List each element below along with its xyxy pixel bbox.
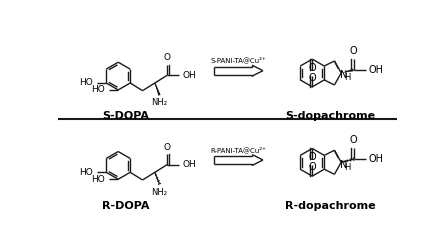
Text: OH: OH: [369, 65, 384, 75]
Text: O: O: [350, 135, 357, 145]
Text: H: H: [345, 163, 351, 172]
Text: O: O: [309, 73, 316, 83]
Text: S-PANI-TA@Cu²⁺: S-PANI-TA@Cu²⁺: [210, 57, 266, 64]
Text: H: H: [345, 73, 351, 82]
Polygon shape: [341, 69, 354, 73]
Text: HO: HO: [79, 79, 93, 88]
Text: OH: OH: [369, 154, 384, 164]
Text: O: O: [309, 63, 316, 73]
Text: O: O: [164, 53, 170, 62]
Text: O: O: [164, 143, 170, 152]
Text: HO: HO: [91, 175, 105, 184]
Text: OH: OH: [182, 71, 196, 80]
Text: N: N: [340, 70, 347, 80]
Text: S-DOPA: S-DOPA: [103, 111, 150, 122]
Text: R-dopachrome: R-dopachrome: [285, 201, 375, 211]
Text: NH₂: NH₂: [151, 98, 167, 107]
Text: O: O: [350, 46, 357, 56]
Text: O: O: [309, 152, 316, 162]
Text: HO: HO: [79, 168, 93, 177]
Text: OH: OH: [182, 160, 196, 169]
Text: O: O: [309, 162, 316, 172]
Text: HO: HO: [91, 85, 105, 94]
Text: S-dopachrome: S-dopachrome: [285, 111, 375, 122]
Polygon shape: [155, 83, 161, 96]
Text: R-DOPA: R-DOPA: [102, 201, 150, 211]
Text: R-PANI-TA@Cu²⁺: R-PANI-TA@Cu²⁺: [210, 146, 266, 153]
Text: N: N: [340, 160, 347, 169]
Text: NH₂: NH₂: [151, 188, 167, 197]
